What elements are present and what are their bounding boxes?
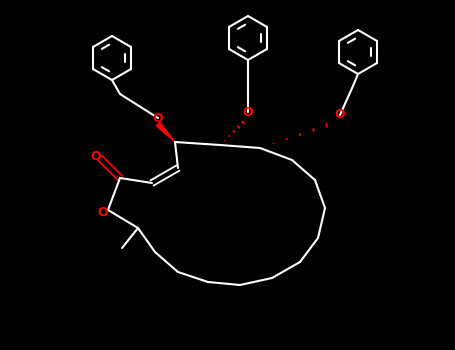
Text: O: O	[91, 149, 101, 162]
Text: O: O	[153, 112, 163, 125]
Text: O: O	[243, 105, 253, 119]
Text: O: O	[98, 205, 108, 218]
Polygon shape	[156, 122, 175, 142]
Text: O: O	[335, 108, 345, 121]
